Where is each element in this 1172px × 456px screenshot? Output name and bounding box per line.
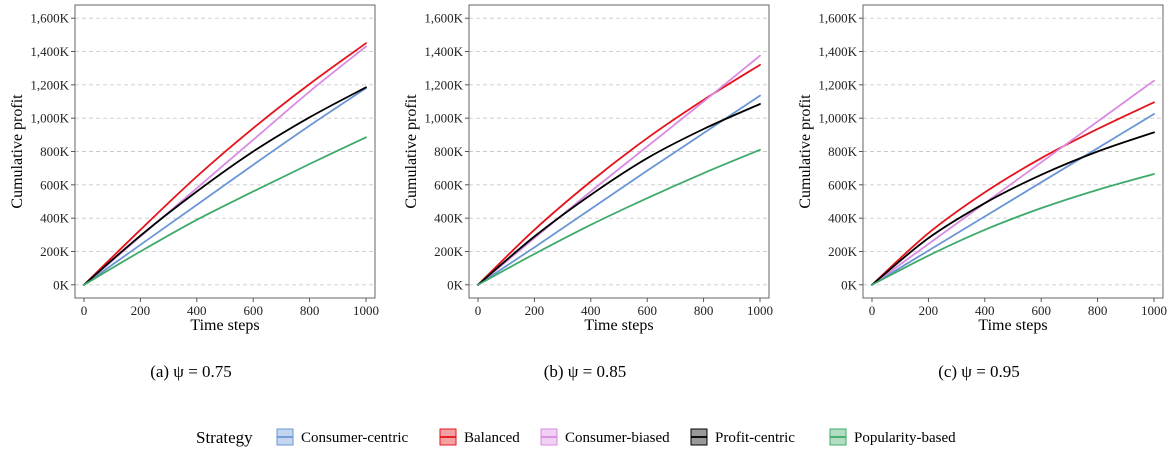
x-tick-label: 800 [300, 303, 320, 318]
series-line-profit-centric [83, 86, 367, 286]
panel-caption: (c) ψ = 0.95 [938, 362, 1020, 381]
series-line-consumer-biased [871, 79, 1155, 286]
legend-item-balanced: Balanced [439, 428, 520, 446]
x-tick-label: 1000 [353, 303, 379, 318]
panel-frame [74, 4, 376, 299]
series-line-consumer-biased [477, 54, 761, 286]
x-axis-title: Time steps [978, 317, 1047, 334]
series-line-popularity-based [871, 173, 1155, 286]
panel-caption: (b) ψ = 0.85 [544, 362, 627, 381]
panel-frame [862, 4, 1164, 299]
y-axis-title: Cumulative profit [403, 94, 420, 209]
series-line-consumer-centric [871, 113, 1155, 286]
series-line-consumer-centric [477, 94, 761, 286]
series-line-profit-centric [871, 131, 1155, 286]
y-tick-label: 1,000K [818, 111, 857, 126]
legend-title: Strategy [196, 428, 253, 447]
y-axis-title: Cumulative profit [797, 94, 814, 209]
y-tick-label: 1,600K [818, 11, 857, 26]
legend-item-popularity-based: Popularity-based [829, 428, 956, 446]
y-axis-title: Cumulative profit [9, 94, 26, 209]
x-tick-label: 0 [869, 303, 876, 318]
x-tick-label: 800 [694, 303, 714, 318]
y-tick-label: 1,200K [424, 77, 463, 92]
y-tick-label: 0K [841, 277, 858, 292]
chart-panel-1: 0K 200K 400K 600K 800K 1,000K 1,200K 1,400K 1,60… [9, 4, 379, 381]
x-tick-label: 400 [975, 303, 995, 318]
legend-item-consumer-biased: Consumer-biased [540, 428, 670, 446]
x-tick-label: 600 [1031, 303, 1051, 318]
panel-caption: (a) ψ = 0.75 [150, 362, 232, 381]
y-tick-label: 600K [828, 177, 858, 192]
series-line-popularity-based [83, 136, 367, 286]
series-line-profit-centric [477, 103, 761, 286]
legend-label: Profit-centric [715, 430, 795, 446]
y-tick-label: 0K [53, 277, 70, 292]
x-tick-label: 400 [581, 303, 601, 318]
legend-label: Balanced [464, 430, 520, 446]
x-tick-label: 800 [1088, 303, 1108, 318]
legend-item-profit-centric: Profit-centric [690, 428, 795, 446]
y-tick-label: 1,000K [424, 111, 463, 126]
series-line-balanced [871, 101, 1155, 286]
y-tick-label: 600K [40, 177, 70, 192]
y-tick-label: 800K [828, 144, 858, 159]
legend-label: Consumer-biased [565, 430, 670, 446]
x-tick-label: 0 [475, 303, 482, 318]
legend-item-consumer-centric: Consumer-centric [276, 428, 409, 446]
x-tick-label: 600 [637, 303, 657, 318]
series-line-consumer-centric [83, 87, 367, 286]
y-tick-label: 1,400K [30, 44, 69, 59]
y-tick-label: 400K [434, 211, 464, 226]
series-line-popularity-based [477, 148, 761, 286]
y-tick-label: 400K [40, 211, 70, 226]
y-tick-label: 1,400K [424, 44, 463, 59]
y-tick-label: 1,600K [424, 11, 463, 26]
y-tick-label: 200K [40, 244, 70, 259]
y-tick-label: 400K [828, 211, 858, 226]
legend: Strategy Consumer-centric Balanced Consumer… [196, 428, 956, 447]
x-tick-label: 200 [525, 303, 545, 318]
legend-label: Consumer-centric [301, 430, 409, 446]
x-tick-label: 0 [81, 303, 88, 318]
x-axis-title: Time steps [190, 317, 259, 334]
x-tick-label: 200 [919, 303, 939, 318]
y-tick-label: 1,400K [818, 44, 857, 59]
x-axis-title: Time steps [584, 317, 653, 334]
y-tick-label: 1,000K [30, 111, 69, 126]
y-tick-label: 1,600K [30, 11, 69, 26]
x-tick-label: 600 [243, 303, 263, 318]
y-tick-label: 200K [828, 244, 858, 259]
x-tick-label: 1000 [1141, 303, 1167, 318]
x-tick-label: 1000 [747, 303, 773, 318]
y-tick-label: 1,200K [30, 77, 69, 92]
legend-label: Popularity-based [854, 430, 956, 446]
x-tick-label: 400 [187, 303, 207, 318]
series-line-consumer-biased [83, 45, 367, 286]
y-tick-label: 800K [434, 144, 464, 159]
x-tick-label: 200 [131, 303, 151, 318]
chart-panel-2: 0K 200K 400K 600K 800K 1,000K 1,200K 1,400K 1,60… [403, 4, 773, 381]
y-tick-label: 200K [434, 244, 464, 259]
y-tick-label: 800K [40, 144, 70, 159]
series-line-balanced [83, 42, 367, 286]
y-tick-label: 600K [434, 177, 464, 192]
panel-frame [468, 4, 770, 299]
y-tick-label: 0K [447, 277, 464, 292]
chart-panel-3: 0K 200K 400K 600K 800K 1,000K 1,200K 1,400K 1,60… [797, 4, 1167, 381]
y-tick-label: 1,200K [818, 77, 857, 92]
